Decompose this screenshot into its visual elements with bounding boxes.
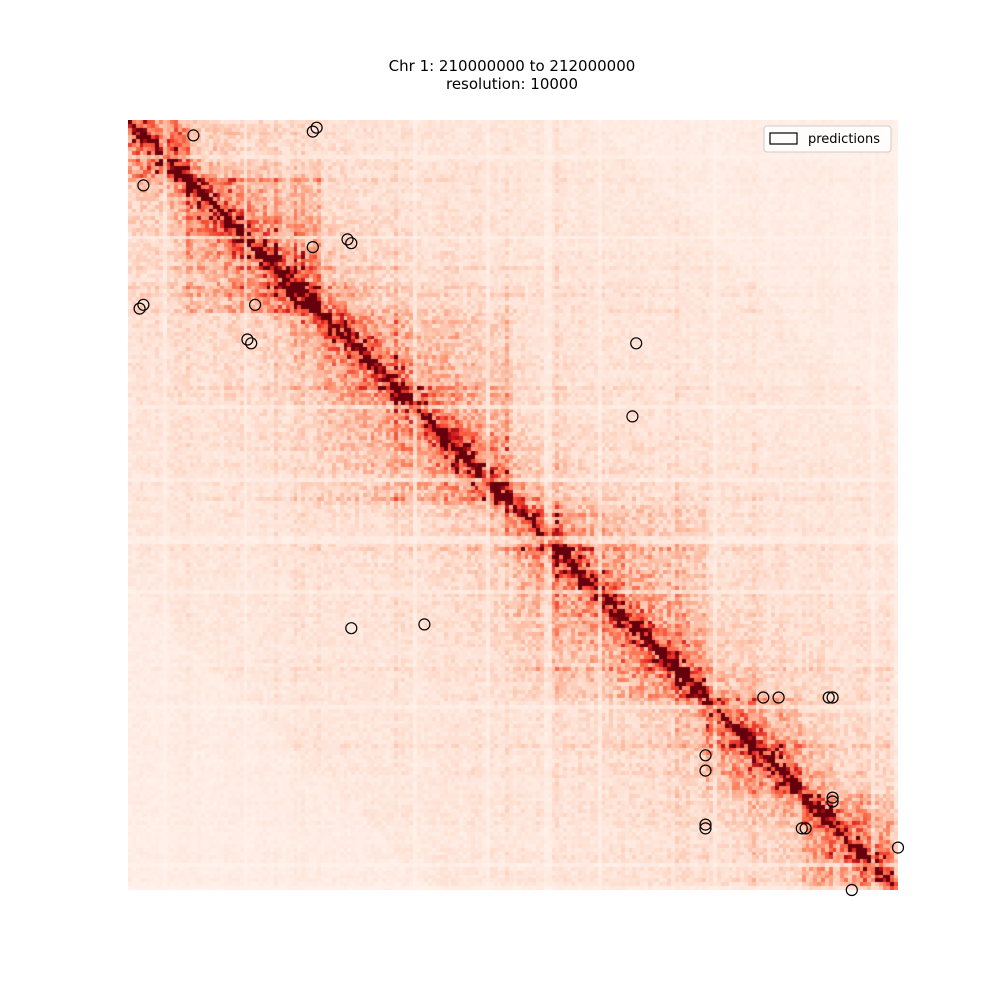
- prediction-marker: [341, 233, 354, 246]
- prediction-marker: [699, 822, 712, 835]
- chart-title-line1: Chr 1: 210000000 to 212000000: [389, 57, 636, 75]
- prediction-marker: [310, 121, 323, 134]
- prediction-markers: [133, 121, 905, 897]
- contact-matrix-heatmap: [128, 120, 898, 890]
- prediction-marker: [249, 298, 262, 311]
- prediction-marker: [699, 818, 712, 831]
- prediction-marker: [630, 337, 643, 350]
- prediction-marker: [345, 622, 358, 635]
- legend-label-predictions: predictions: [808, 132, 880, 147]
- prediction-marker: [822, 691, 835, 704]
- prediction-marker: [137, 298, 150, 311]
- prediction-marker: [626, 410, 639, 423]
- prediction-marker: [891, 841, 905, 854]
- prediction-marker: [418, 618, 431, 631]
- prediction-marker: [772, 691, 785, 704]
- prediction-marker: [826, 791, 839, 804]
- prediction-marker: [826, 795, 839, 808]
- prediction-marker: [757, 691, 770, 704]
- prediction-marker: [187, 129, 200, 142]
- prediction-marker: [699, 764, 712, 777]
- prediction-marker: [241, 333, 254, 346]
- prediction-marker: [306, 241, 319, 254]
- prediction-marker: [133, 302, 146, 315]
- prediction-marker: [137, 179, 150, 192]
- prediction-marker: [845, 883, 858, 897]
- legend-swatch-predictions: [769, 132, 798, 145]
- prediction-marker: [245, 337, 258, 350]
- chart-title-line2: resolution: 10000: [446, 75, 578, 93]
- prediction-marker: [345, 237, 358, 250]
- prediction-marker: [826, 691, 839, 704]
- legend: predictions: [763, 125, 892, 153]
- heatmap-area: [128, 120, 898, 890]
- prediction-marker: [795, 822, 808, 835]
- prediction-marker: [699, 749, 712, 762]
- prediction-marker: [799, 822, 812, 835]
- prediction-marker: [306, 125, 319, 138]
